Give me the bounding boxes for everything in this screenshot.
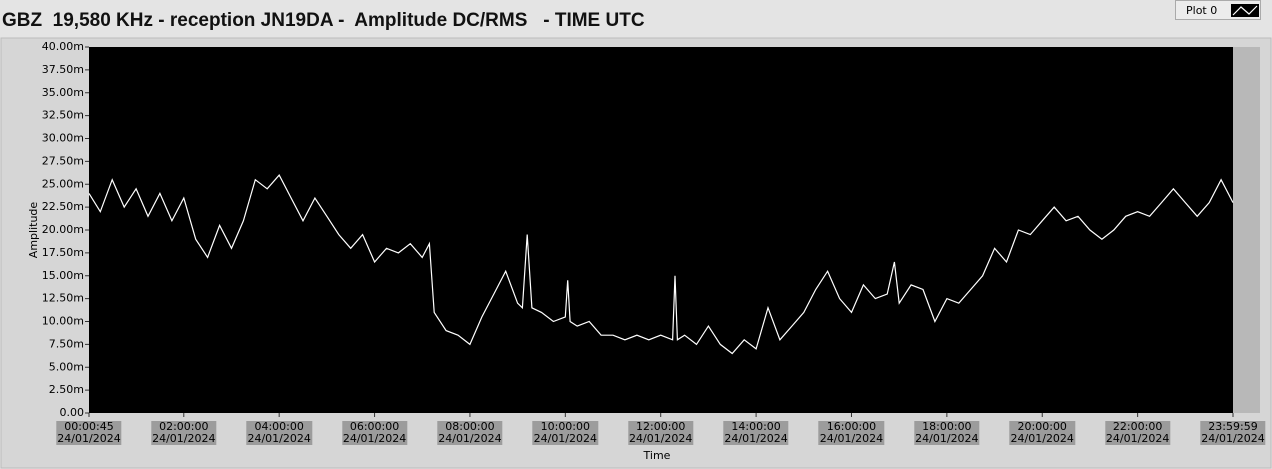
x-tick-label: 06:00:00 24/01/2024	[341, 420, 408, 445]
legend: Plot 0	[1175, 0, 1261, 20]
y-tick-label: 10.00m	[42, 315, 84, 328]
legend-label: Plot 0	[1186, 4, 1218, 17]
y-axis-label: Amplitude	[27, 202, 40, 259]
y-tick-label: 30.00m	[42, 132, 84, 145]
y-tick-label: 22.50m	[42, 200, 84, 213]
y-tick-label: 37.50m	[42, 63, 84, 76]
x-axis-label: Time	[643, 449, 671, 462]
x-tick-label: 08:00:00 24/01/2024	[437, 420, 503, 445]
x-tick-label: 23:59:59 24/01/2024	[1200, 420, 1266, 445]
x-tick-label: 18:00:00 24/01/2024	[914, 420, 980, 445]
x-tick-label: 20:00:00 24/01/2024	[1009, 420, 1075, 445]
y-tick-label: 25.00m	[42, 177, 84, 190]
y-tick-label: 20.00m	[42, 223, 84, 236]
chart-title: GBZ 19,580 KHz - reception JN19DA - Ampl…	[2, 10, 645, 31]
y-tick-label: 2.50m	[49, 383, 84, 396]
y-tick-label: 35.00m	[42, 86, 84, 99]
x-tick-label: 10:00:00 24/01/2024	[532, 420, 599, 445]
plot-area	[89, 47, 1233, 413]
right-strip	[1233, 47, 1260, 413]
x-tick-label: 16:00:00 24/01/2024	[818, 420, 885, 445]
data-line	[88, 174, 1234, 355]
x-tick-label: 04:00:00 24/01/2024	[246, 420, 312, 445]
y-tick-label: 0.00	[60, 406, 85, 419]
y-tick-label: 27.50m	[42, 154, 84, 167]
y-tick-label: 5.00m	[49, 360, 84, 373]
x-tick-label: 14:00:00 24/01/2024	[723, 420, 789, 445]
y-tick-label: 17.50m	[42, 246, 84, 259]
y-tick-label: 7.50m	[49, 337, 84, 350]
y-tick-label: 32.50m	[42, 109, 84, 122]
y-tick-label: 12.50m	[42, 292, 84, 305]
y-tick-label: 15.00m	[42, 269, 84, 282]
legend-swatch	[1231, 4, 1259, 17]
x-tick-label: 02:00:00 24/01/2024	[151, 420, 217, 445]
x-tick-label: 00:00:45 24/01/2024	[56, 420, 122, 445]
x-tick-label: 12:00:00 24/01/2024	[628, 420, 694, 445]
x-tick-label: 22:00:00 24/01/2024	[1104, 420, 1171, 445]
y-tick-label: 40.00m	[42, 40, 84, 53]
